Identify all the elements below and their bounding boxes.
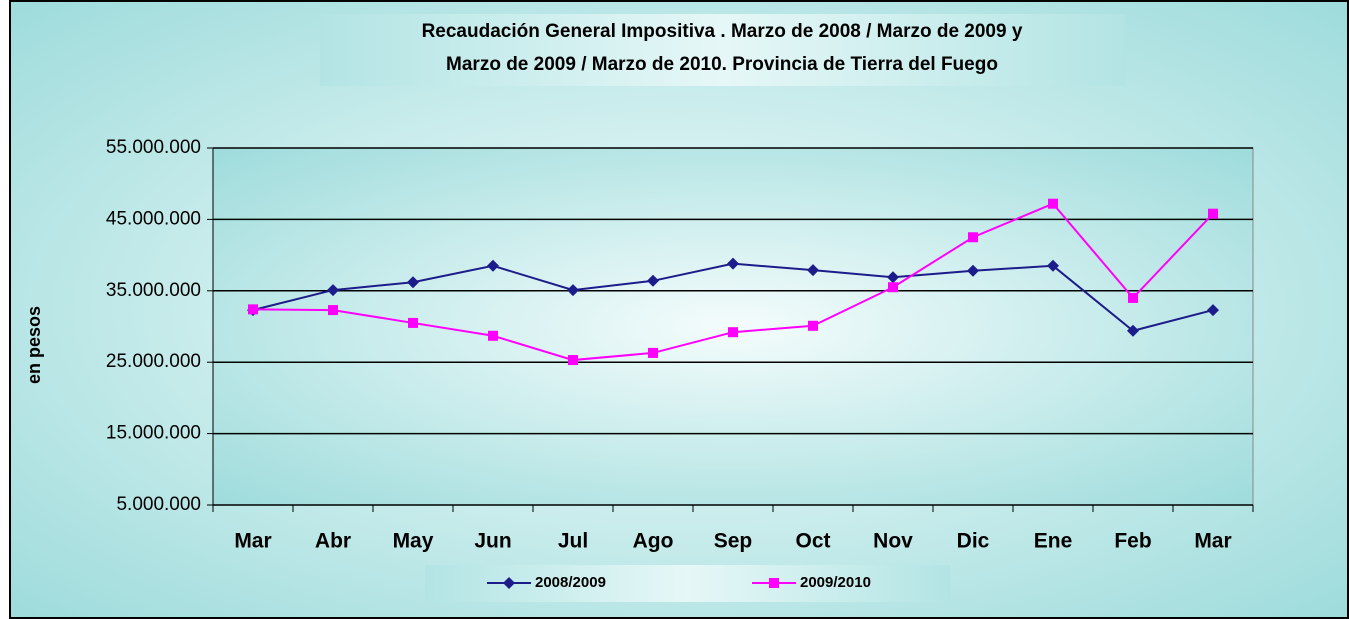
point	[248, 304, 258, 315]
x-tick-label: Mar	[1194, 530, 1231, 553]
point	[1128, 292, 1138, 303]
x-tick-label: Abr	[315, 530, 351, 553]
legend-label: 2009/2010	[800, 574, 871, 591]
point	[808, 320, 818, 331]
point	[888, 282, 898, 293]
x-tick-label: Feb	[1114, 530, 1151, 553]
point	[1127, 324, 1139, 337]
legend-label: 2008/2009	[535, 574, 606, 591]
y-tick-label: 35.000.000	[106, 280, 201, 301]
point	[648, 347, 658, 358]
title-box	[320, 14, 1125, 86]
chart-title: Recaudación General Impositiva . Marzo d…	[422, 21, 1023, 42]
x-tick-label: Jun	[474, 530, 511, 553]
point	[1048, 198, 1058, 209]
point	[728, 327, 738, 338]
point	[807, 264, 819, 277]
y-tick-label: 55.000.000	[106, 137, 201, 158]
x-tick-label: Mar	[234, 530, 271, 553]
point	[487, 259, 499, 272]
point	[327, 284, 339, 297]
y-tick-label: 15.000.000	[106, 423, 201, 444]
x-tick-label: Nov	[873, 530, 913, 553]
point	[1208, 208, 1218, 219]
x-tick-label: May	[393, 530, 434, 553]
y-tick-label: 5.000.000	[116, 494, 201, 515]
x-tick-label: Dic	[957, 530, 990, 553]
point	[407, 276, 419, 289]
x-tick-label: Oct	[795, 530, 830, 553]
x-tick-label: Ene	[1034, 530, 1073, 553]
x-tick-label: Sep	[714, 530, 753, 553]
point	[1047, 259, 1059, 272]
point	[647, 274, 659, 287]
point	[727, 257, 739, 270]
point	[967, 264, 979, 277]
point	[567, 284, 579, 297]
y-axis-label: en pesos	[24, 306, 44, 384]
point	[328, 305, 338, 316]
x-tick-label: Ago	[633, 530, 674, 553]
chart-title: Marzo de 2009 / Marzo de 2010. Provincia…	[446, 54, 998, 75]
y-tick-label: 25.000.000	[106, 351, 201, 372]
point	[568, 355, 578, 366]
point	[968, 232, 978, 243]
point	[887, 271, 899, 284]
point	[1207, 304, 1219, 317]
plot-area	[212, 147, 1254, 506]
legend-marker	[503, 577, 515, 589]
point	[488, 330, 498, 341]
y-tick-label: 45.000.000	[106, 208, 201, 229]
x-tick-label: Jul	[558, 530, 588, 553]
legend-marker	[769, 578, 779, 588]
point	[408, 317, 418, 328]
